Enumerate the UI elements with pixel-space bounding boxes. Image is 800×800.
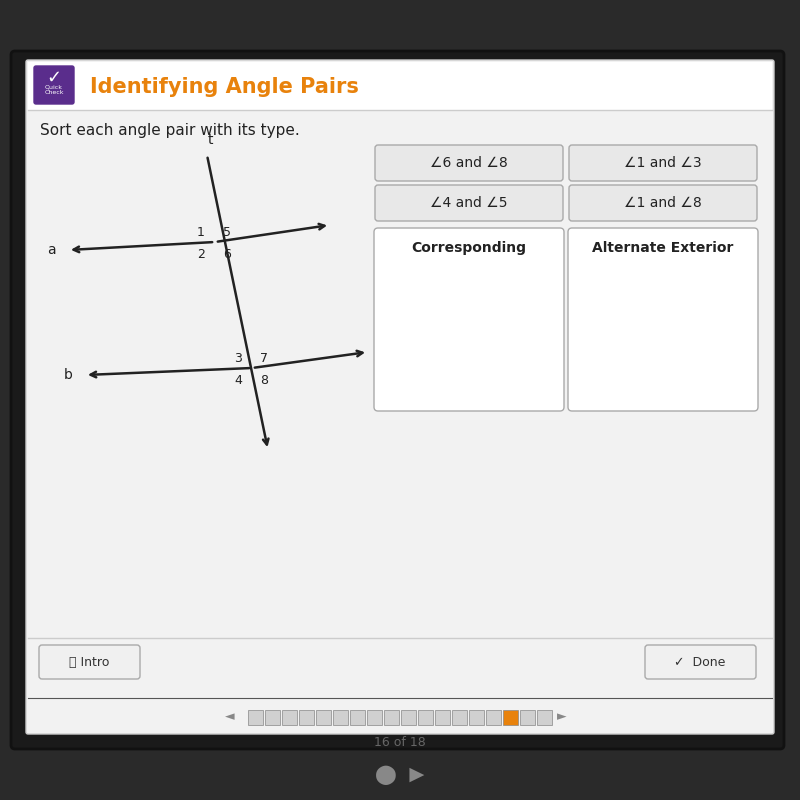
FancyBboxPatch shape bbox=[375, 185, 563, 221]
FancyBboxPatch shape bbox=[350, 710, 365, 725]
Text: 7: 7 bbox=[260, 351, 268, 365]
Text: ►: ► bbox=[557, 710, 567, 723]
Text: ∠4 and ∠5: ∠4 and ∠5 bbox=[430, 196, 508, 210]
FancyBboxPatch shape bbox=[452, 710, 467, 725]
FancyBboxPatch shape bbox=[569, 185, 757, 221]
Text: ✓: ✓ bbox=[46, 69, 62, 87]
FancyBboxPatch shape bbox=[299, 710, 314, 725]
FancyBboxPatch shape bbox=[39, 645, 140, 679]
FancyBboxPatch shape bbox=[26, 60, 774, 734]
Text: Sort each angle pair with its type.: Sort each angle pair with its type. bbox=[40, 122, 300, 138]
FancyBboxPatch shape bbox=[248, 710, 263, 725]
FancyBboxPatch shape bbox=[645, 645, 756, 679]
Text: 6: 6 bbox=[223, 247, 231, 261]
Text: Corresponding: Corresponding bbox=[411, 241, 526, 255]
FancyBboxPatch shape bbox=[435, 710, 450, 725]
FancyBboxPatch shape bbox=[11, 51, 784, 749]
FancyBboxPatch shape bbox=[537, 710, 552, 725]
FancyBboxPatch shape bbox=[384, 710, 399, 725]
Text: 16 of 18: 16 of 18 bbox=[374, 735, 426, 749]
Text: 5: 5 bbox=[223, 226, 231, 238]
FancyBboxPatch shape bbox=[28, 62, 772, 110]
Text: 3: 3 bbox=[234, 351, 242, 365]
FancyBboxPatch shape bbox=[568, 228, 758, 411]
FancyBboxPatch shape bbox=[418, 710, 433, 725]
Text: ✓  Done: ✓ Done bbox=[674, 655, 726, 669]
FancyBboxPatch shape bbox=[367, 710, 382, 725]
FancyBboxPatch shape bbox=[374, 228, 564, 411]
FancyBboxPatch shape bbox=[520, 710, 535, 725]
FancyBboxPatch shape bbox=[469, 710, 484, 725]
FancyBboxPatch shape bbox=[569, 145, 757, 181]
Text: 1: 1 bbox=[197, 226, 205, 238]
Text: a: a bbox=[47, 243, 56, 257]
FancyBboxPatch shape bbox=[34, 66, 74, 104]
Text: Alternate Exterior: Alternate Exterior bbox=[592, 241, 734, 255]
Text: t: t bbox=[207, 133, 213, 147]
Text: b: b bbox=[64, 368, 73, 382]
FancyBboxPatch shape bbox=[375, 145, 563, 181]
Text: ⬤  ▶: ⬤ ▶ bbox=[375, 766, 425, 785]
Text: 8: 8 bbox=[260, 374, 268, 386]
Text: 🔊 Intro: 🔊 Intro bbox=[69, 655, 109, 669]
Text: Quick
Check: Quick Check bbox=[44, 85, 64, 95]
Text: 2: 2 bbox=[197, 247, 205, 261]
FancyBboxPatch shape bbox=[316, 710, 331, 725]
Text: 4: 4 bbox=[234, 374, 242, 386]
FancyBboxPatch shape bbox=[486, 710, 501, 725]
Text: ∠6 and ∠8: ∠6 and ∠8 bbox=[430, 156, 508, 170]
FancyBboxPatch shape bbox=[265, 710, 280, 725]
FancyBboxPatch shape bbox=[333, 710, 348, 725]
Text: ∠1 and ∠3: ∠1 and ∠3 bbox=[624, 156, 702, 170]
FancyBboxPatch shape bbox=[401, 710, 416, 725]
FancyBboxPatch shape bbox=[282, 710, 297, 725]
Text: ◄: ◄ bbox=[225, 710, 235, 723]
Text: ∠1 and ∠8: ∠1 and ∠8 bbox=[624, 196, 702, 210]
FancyBboxPatch shape bbox=[503, 710, 518, 725]
Text: Identifying Angle Pairs: Identifying Angle Pairs bbox=[90, 77, 359, 97]
